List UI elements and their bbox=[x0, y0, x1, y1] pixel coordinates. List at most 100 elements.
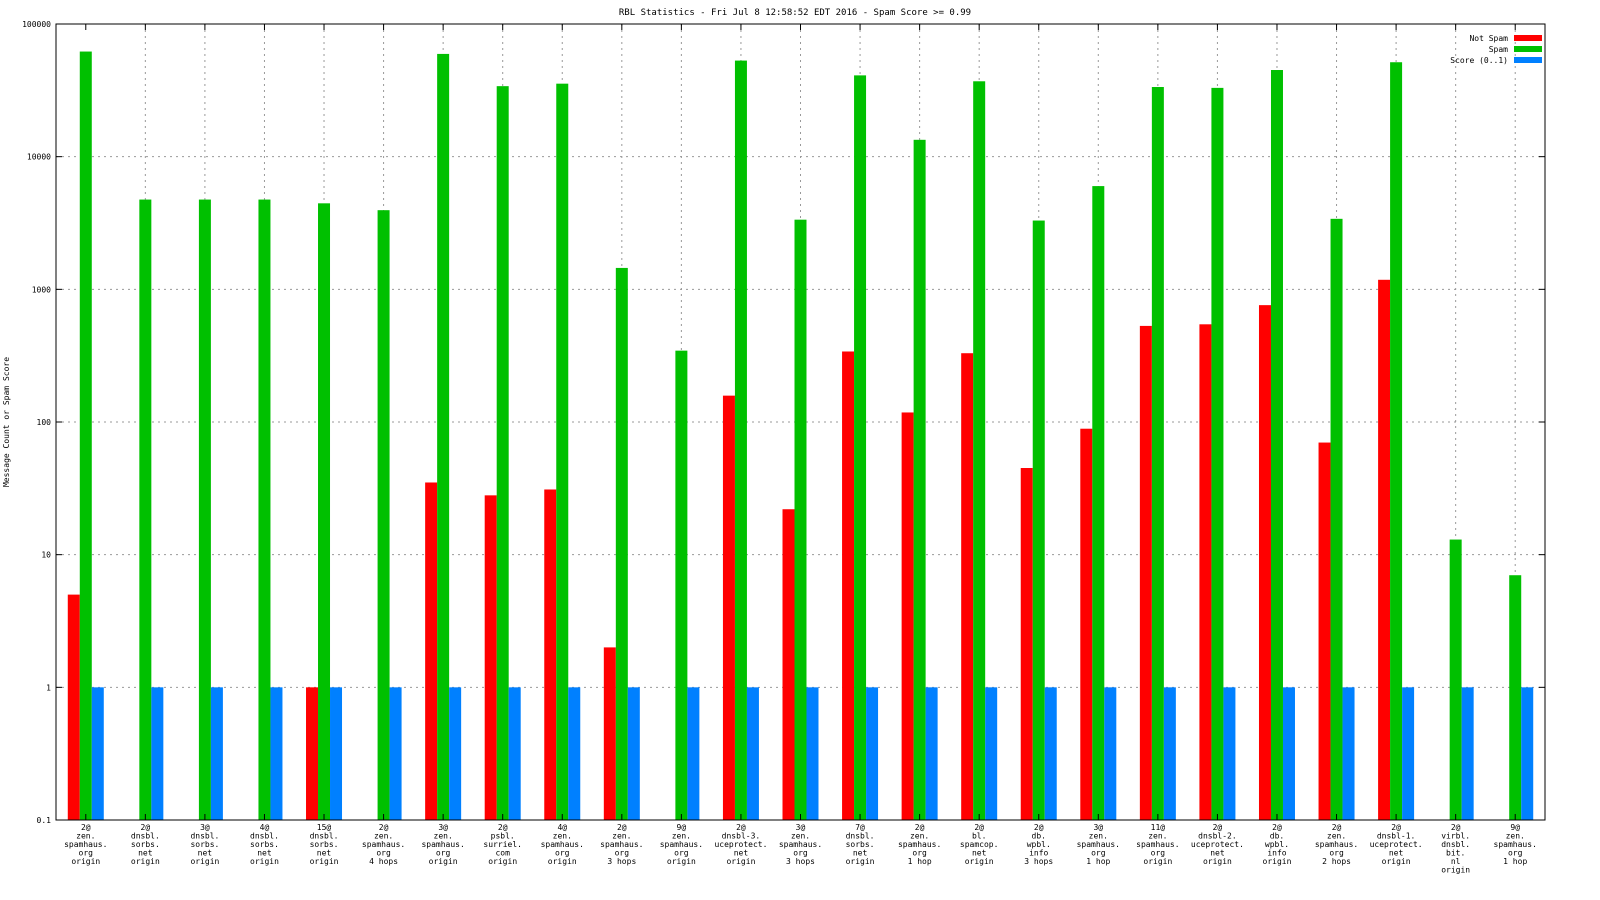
bar-spam bbox=[1270, 70, 1283, 820]
category-label-line: 2@ bbox=[141, 823, 151, 832]
category-label-line: bl. bbox=[972, 832, 986, 841]
category-label-line: zen. bbox=[672, 832, 691, 841]
category-label-line: uceprotect. bbox=[1370, 840, 1423, 849]
category-label-line: 2@ bbox=[736, 823, 746, 832]
bar-spam bbox=[79, 51, 92, 820]
bar-not-spam bbox=[722, 395, 735, 820]
y-tick-label: 10 bbox=[41, 551, 51, 560]
category-label-line: uceprotect. bbox=[1191, 840, 1244, 849]
category-label-line: org bbox=[376, 849, 391, 858]
bar-score-0-1 bbox=[508, 687, 521, 820]
category-label-line: 9@ bbox=[1510, 823, 1520, 832]
category-label-line: 2@ bbox=[81, 823, 91, 832]
bar-spam bbox=[1330, 218, 1343, 820]
legend-label: Score (0..1) bbox=[1450, 56, 1508, 65]
category-label-line: zen. bbox=[1327, 832, 1346, 841]
category-label-line: spamhaus. bbox=[1136, 840, 1179, 849]
chart-title: RBL Statistics - Fri Jul 8 12:58:52 EDT … bbox=[619, 8, 971, 18]
bar-not-spam bbox=[782, 509, 795, 820]
legend-swatch bbox=[1514, 35, 1542, 41]
bar-spam bbox=[1390, 62, 1403, 820]
bar-not-spam bbox=[1318, 442, 1331, 820]
category-label-line: zen. bbox=[910, 832, 929, 841]
bar-not-spam bbox=[1020, 468, 1033, 820]
category-label: 2@ zen. spamhaus. org origin bbox=[64, 823, 107, 866]
category-label-line: 3 hops bbox=[1024, 857, 1053, 866]
category-label-line: spamhaus. bbox=[898, 840, 941, 849]
category-label-line: zen. bbox=[434, 832, 453, 841]
category-label-line: dnsbl. bbox=[310, 832, 339, 841]
category-label-line: 7@ bbox=[855, 823, 865, 832]
category-label: 2@ dnsbl. sorbs. net origin bbox=[131, 823, 160, 866]
y-tick-label: 100000 bbox=[22, 20, 51, 29]
y-axis-label: Message Count or Spam Score bbox=[2, 357, 11, 487]
category-label-line: net bbox=[257, 849, 272, 858]
category-label-line: org bbox=[1151, 849, 1166, 858]
category-label-line: 3 hops bbox=[607, 857, 636, 866]
category-label-line: 3@ bbox=[1093, 823, 1103, 832]
category-label-line: wpbl. bbox=[1027, 840, 1051, 849]
category-label-line: org bbox=[555, 849, 570, 858]
bar-not-spam bbox=[842, 351, 855, 820]
bar-score-0-1 bbox=[1104, 687, 1117, 820]
category-label-line: zen. bbox=[791, 832, 810, 841]
category-label-line: org bbox=[1091, 849, 1106, 858]
bar-spam bbox=[556, 83, 569, 821]
category-label-line: 4 hops bbox=[369, 857, 398, 866]
bar-spam bbox=[1092, 186, 1105, 820]
category-label-line: origin bbox=[1441, 866, 1470, 875]
bar-spam bbox=[734, 60, 747, 820]
category-label-line: zen. bbox=[1148, 832, 1167, 841]
bar-score-0-1 bbox=[151, 687, 164, 820]
bar-score-0-1 bbox=[1282, 687, 1295, 820]
category-label: 4@ zen. spamhaus. org origin bbox=[541, 823, 584, 866]
category-label-line: 1 hop bbox=[1503, 857, 1527, 866]
category-label-line: 3@ bbox=[438, 823, 448, 832]
bar-spam bbox=[258, 199, 271, 820]
category-label-line: zen. bbox=[1089, 832, 1108, 841]
category-label-line: dnsbl-1. bbox=[1377, 832, 1416, 841]
category-label-line: net bbox=[138, 849, 153, 858]
bar-score-0-1 bbox=[866, 687, 879, 820]
bar-not-spam bbox=[484, 495, 497, 820]
category-label-line: 2@ bbox=[498, 823, 508, 832]
category-label: 2@ zen. spamhaus. org 1 hop bbox=[898, 823, 941, 866]
category-label: 2@ db. wpbl. info 3 hops bbox=[1024, 823, 1053, 866]
category-label-line: 1 hop bbox=[1086, 857, 1110, 866]
bar-score-0-1 bbox=[270, 687, 283, 820]
category-label-line: com bbox=[495, 849, 510, 858]
category-label-line: spamhaus. bbox=[362, 840, 405, 849]
category-label-line: spamhaus. bbox=[1077, 840, 1120, 849]
category-label-line: origin bbox=[1143, 857, 1172, 866]
category-label-line: origin bbox=[1382, 857, 1411, 866]
category-label-line: zen. bbox=[553, 832, 572, 841]
category-label-line: origin bbox=[488, 857, 517, 866]
bar-score-0-1 bbox=[91, 687, 104, 820]
bar-score-0-1 bbox=[985, 687, 998, 820]
bar-not-spam bbox=[603, 647, 616, 820]
bar-spam bbox=[198, 199, 211, 820]
category-label: 3@ zen. spamhaus. org 1 hop bbox=[1077, 823, 1120, 866]
category-label-line: zen. bbox=[1506, 832, 1525, 841]
bar-not-spam bbox=[67, 594, 80, 820]
category-label-line: 3@ bbox=[200, 823, 210, 832]
category-label-line: org bbox=[1508, 849, 1523, 858]
bars bbox=[67, 51, 1534, 821]
category-label-line: 4@ bbox=[557, 823, 567, 832]
category-label-line: 2@ bbox=[1272, 823, 1282, 832]
bar-not-spam bbox=[544, 489, 557, 820]
bar-spam bbox=[377, 210, 390, 820]
y-tick-label: 100 bbox=[37, 418, 52, 427]
category-label-line: 2@ bbox=[1332, 823, 1342, 832]
category-label-line: db. bbox=[1270, 832, 1284, 841]
category-label-line: origin bbox=[250, 857, 279, 866]
category-label: 2@ psbl. surriel. com origin bbox=[483, 823, 522, 866]
bar-not-spam bbox=[1080, 428, 1093, 820]
category-label-line: spamhaus. bbox=[1494, 840, 1537, 849]
legend-swatch bbox=[1514, 46, 1542, 52]
bar-score-0-1 bbox=[925, 687, 938, 820]
y-tick-label: 10000 bbox=[27, 153, 51, 162]
legend-swatch bbox=[1514, 57, 1542, 63]
category-label-line: spamhaus. bbox=[660, 840, 703, 849]
